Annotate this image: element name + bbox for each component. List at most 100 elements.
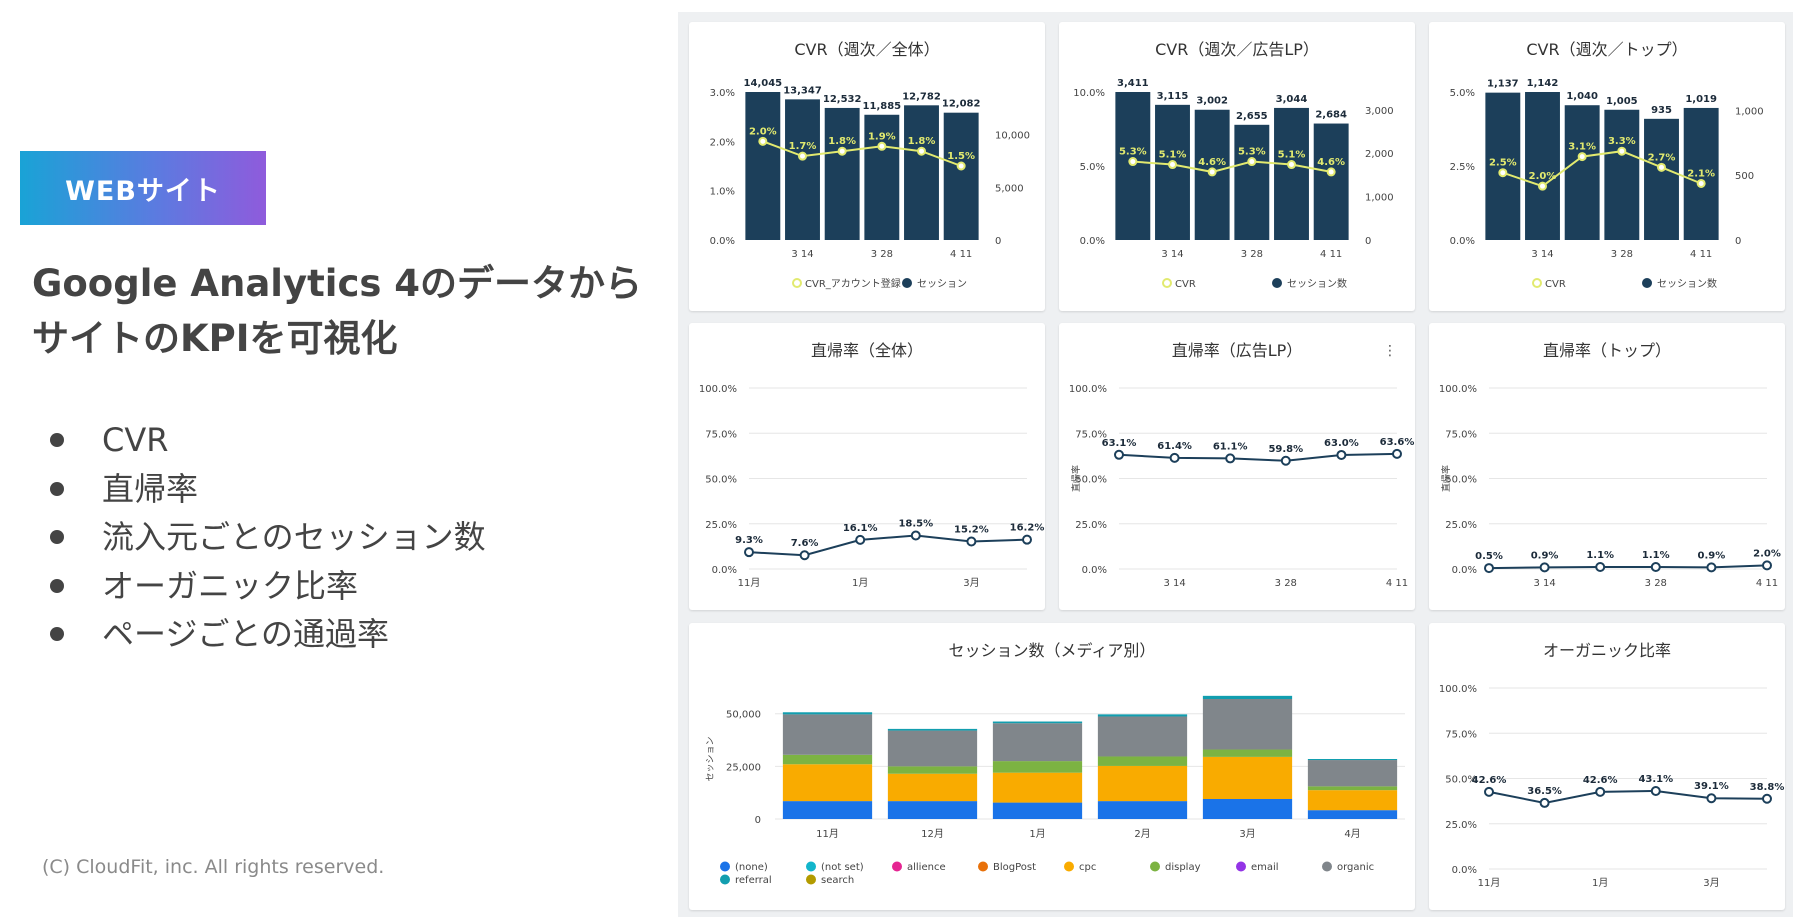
x-tick-label: 3月 [963, 577, 979, 589]
chart-svg: 100.0% 75.0% 50.0% 25.0% 0.0% 9.3% 11月 7.6% 16.1… [699, 384, 1044, 589]
y-tick-label: 25.0% [705, 520, 737, 531]
line-data-label: 18.5% [898, 519, 933, 530]
bar [785, 99, 820, 240]
y-axis-title: 直帰率 [1070, 465, 1082, 492]
legend-marker [806, 861, 816, 872]
line-point [1280, 455, 1291, 466]
line-point [1128, 157, 1138, 167]
legend-line-marker [792, 278, 802, 288]
line-data-label: 3.3% [1608, 136, 1636, 147]
x-tick-label: 4 11 [1690, 249, 1712, 260]
chart-card-bounce-lp: 直帰率（広告LP） ⋮ 100.0% 75.0% 50.0% 25.0% 0.0% 直帰率… [1059, 323, 1415, 610]
legend-marker [720, 874, 730, 885]
legend-marker [1150, 861, 1160, 872]
legend-label: search [821, 875, 854, 886]
stacked-bar-segment [1202, 699, 1293, 750]
line-data-label: 2.0% [749, 126, 777, 137]
legend-label: referral [735, 875, 772, 886]
bullet-item: ページごとの通過率 [50, 610, 486, 659]
page-headline: Google Analytics 4のデータから サイトのKPIを可視化 [32, 256, 642, 366]
stacked-bar-segment [887, 766, 978, 774]
legend-label: allience [907, 862, 946, 873]
headline-line-2: サイトのKPIを可視化 [32, 317, 398, 360]
x-tick-label: 3 14 [1531, 249, 1553, 260]
y2-tick-label: 1,000 [1365, 193, 1394, 204]
y-tick-label: 3.0% [710, 88, 735, 99]
bar [824, 107, 860, 240]
legend-bar-marker [1272, 278, 1282, 288]
legend-bar-marker [902, 278, 912, 288]
bar-data-label: 1,142 [1527, 78, 1559, 89]
y2-tick-label: 1,000 [1735, 106, 1764, 117]
x-tick-label: 11月 [1478, 877, 1501, 889]
line-data-label: 38.8% [1750, 782, 1785, 793]
line-data-label: 42.6% [1472, 775, 1507, 786]
stacked-bar-segment [992, 772, 1083, 803]
stacked-bar-segment [1097, 765, 1188, 802]
bar-data-label: 3,002 [1196, 96, 1228, 107]
x-tick-label: 3 14 [1533, 578, 1555, 589]
line-point [1484, 563, 1494, 574]
y-tick-label: 0.0% [1082, 565, 1107, 576]
bar [1313, 123, 1349, 240]
series-line [1502, 150, 1702, 188]
legend-label: email [1251, 862, 1279, 873]
bullet-dot-icon [50, 578, 64, 593]
stacked-bar-segment [992, 761, 1083, 773]
chart-card-cvr-all: CVR（週次／全体） 3.0% 2.0% 1.0% 0.0% 10,000 5,000 0 1… [689, 22, 1045, 311]
line-point [1577, 152, 1587, 162]
section-badge: WEBサイト [20, 151, 266, 225]
y-tick-label: 2.0% [710, 137, 735, 148]
bullet-text: 流入元ごとのセッション数 [102, 518, 486, 556]
chart-title: CVR（週次／トップ） [1526, 40, 1688, 59]
bullet-dot-icon [50, 627, 64, 642]
line-data-label: 15.2% [954, 524, 989, 535]
chart-card-sessions-medium: セッション数（メディア別） 50,000 25,000 0 セッション 11月 12月 1月… [689, 623, 1415, 910]
y-tick-label: 10.0% [1073, 88, 1105, 99]
y-tick-label: 5.0% [1080, 162, 1105, 173]
chart-title: 直帰率（トップ） [1542, 341, 1671, 360]
stacked-bar-segment [1097, 716, 1188, 757]
legend-marker [892, 861, 902, 872]
bar-data-label: 11,885 [863, 101, 902, 112]
line-data-label: 2.7% [1648, 152, 1676, 163]
x-tick-label: 4月 [1344, 828, 1360, 840]
bar-data-label: 13,347 [783, 85, 822, 96]
x-tick-label: 1月 [1029, 828, 1045, 840]
y-tick-label: 2.5% [1450, 162, 1475, 173]
bullet-dot-icon [50, 530, 64, 545]
y-tick-label: 75.0% [1075, 429, 1107, 440]
series-line [1488, 789, 1768, 804]
bar-data-label: 1,005 [1606, 96, 1638, 107]
stacked-bar-segment [1307, 786, 1398, 791]
legend-line-label: CVR_アカウント登録 [805, 277, 901, 290]
line-data-label: 0.9% [1531, 550, 1559, 561]
stacked-bar-segment [1202, 749, 1293, 757]
y-axis-title: 直帰率 [1440, 465, 1452, 492]
bullet-text: ページごとの通過率 [102, 615, 390, 653]
line-point [1762, 560, 1772, 571]
y2-tick-label: 0 [995, 236, 1001, 247]
line-data-label: 3.1% [1568, 142, 1596, 153]
line-point [917, 146, 926, 156]
chart-svg: 100.0% 75.0% 50.0% 25.0% 0.0% 42.6% 11月 36.5% 42… [1439, 684, 1785, 889]
y-axis-title: セッション [705, 736, 716, 781]
x-tick-label: 3 28 [1611, 249, 1633, 260]
line-data-label: 5.1% [1278, 150, 1306, 161]
stacked-bar-segment [782, 714, 873, 755]
y-tick-label: 100.0% [1439, 684, 1477, 695]
line-point [1498, 168, 1508, 178]
bar [1683, 107, 1719, 240]
stacked-bar-segment [1202, 799, 1293, 819]
y-tick-label: 25.0% [1075, 520, 1107, 531]
legend-bar-label: セッション [917, 278, 967, 290]
legend-marker [1236, 861, 1246, 872]
line-point [877, 141, 887, 151]
bullet-dot-icon [50, 481, 64, 496]
copyright-text: (C) CloudFit, inc. All rights reserved. [42, 856, 385, 878]
y-tick-label: 100.0% [1069, 384, 1107, 395]
legend-line-marker [1532, 278, 1542, 288]
chart-menu-icon[interactable]: ⋮ [1383, 343, 1397, 359]
line-point [1169, 452, 1180, 463]
stacked-bar-segment [1307, 810, 1398, 819]
